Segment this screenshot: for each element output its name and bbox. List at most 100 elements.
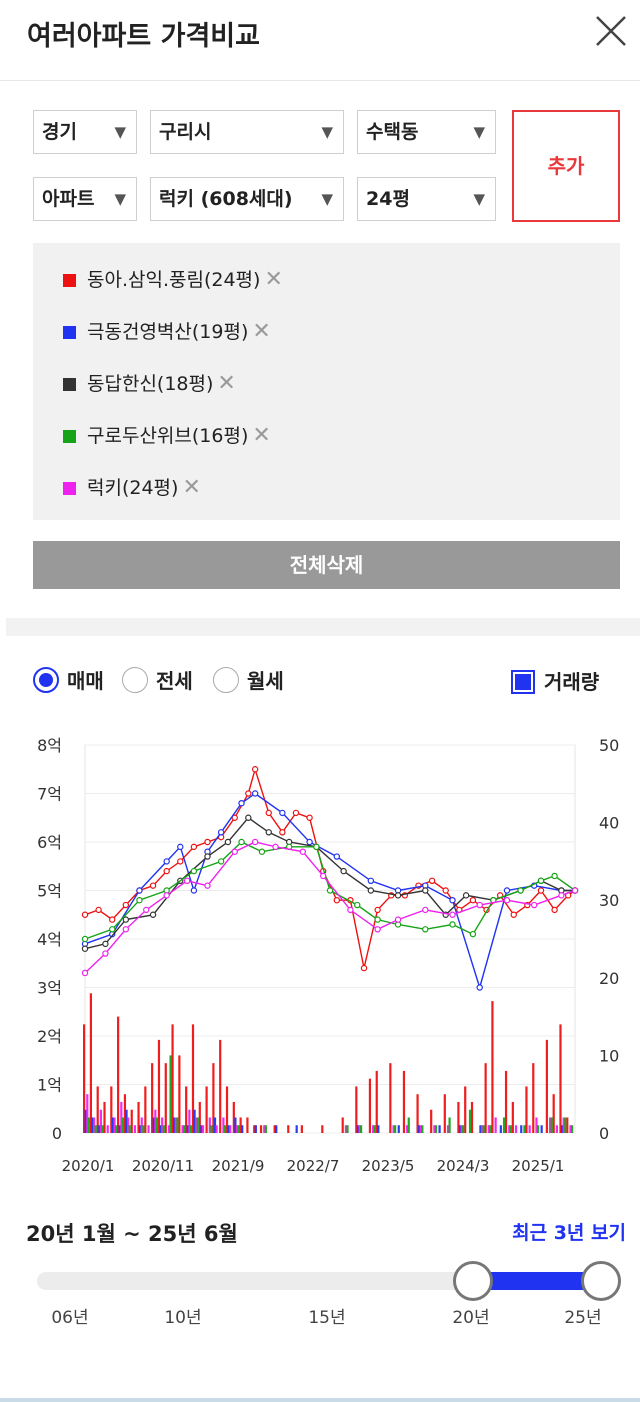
volume-bar [535,1117,538,1133]
volume-bar [341,1117,344,1133]
slider-tick: 10년 [164,1308,202,1328]
volume-bar [433,1125,436,1133]
volume-bar [225,1086,229,1133]
price-point [354,901,361,909]
price-point [238,838,245,846]
remove-icon[interactable]: ✕ [264,267,283,292]
volume-bar [480,1125,484,1133]
x-tick-label: 2021/9 [212,1157,265,1175]
city-select[interactable]: 구리시 ▼ [150,110,344,154]
checkbox-checked-icon [511,670,535,694]
y-right-tick-label: 30 [599,891,619,910]
volume-bar [155,1117,159,1133]
volume-bar [479,1125,482,1133]
volume-bar [93,1117,96,1133]
size-select[interactable]: 24평 ▼ [357,177,496,221]
dong-select[interactable]: 수택동 ▼ [357,110,496,154]
price-point [551,872,558,880]
slider-tick: 20년 [452,1308,490,1328]
volume-bar [159,1125,162,1133]
province-select[interactable]: 경기 ▼ [33,110,137,154]
bottom-border [0,1398,640,1402]
remove-icon[interactable]: ✕ [217,371,236,396]
price-point [469,930,477,938]
price-point [81,969,89,977]
add-button[interactable]: 추가 [512,110,620,222]
volume-bar [344,1125,348,1133]
volume-bar [133,1125,137,1133]
price-point [374,926,381,933]
price-point [422,906,429,914]
price-point [449,911,456,918]
volume-bar [161,1117,164,1133]
year-slider-start-handle[interactable] [453,1261,493,1301]
volume-toggle[interactable]: 거래량 [511,669,611,695]
remove-icon[interactable]: ✕ [252,319,271,344]
y-right-tick-label: 40 [599,814,619,833]
chevron-down-icon: ▼ [114,123,126,141]
price-point [245,790,252,797]
radio-unchecked-icon [122,667,148,693]
y-right-tick-label: 10 [599,1046,619,1065]
volume-bar [540,1125,543,1133]
delete-all-button[interactable]: 전체삭제 [33,541,620,589]
volume-bar [484,1063,487,1133]
volume-bar [560,1125,564,1133]
type-select[interactable]: 아파트 ▼ [33,177,137,221]
price-point [333,853,341,860]
volume-bar [402,1070,406,1133]
year-slider-end-handle[interactable] [581,1261,621,1301]
y-left-tick-label: 4억 [37,930,62,949]
chevron-down-icon: ▼ [114,190,126,208]
volume-bar [120,1101,123,1133]
color-swatch [63,378,76,391]
volume-bar [416,1094,419,1133]
compare-item: 동답한신(18평) ✕ [63,371,236,397]
slider-tick: 15년 [308,1308,346,1328]
volume-bar [443,1094,446,1133]
type-select-value: 아파트 [42,188,95,210]
volume-bar [193,1109,196,1133]
volume-bar [241,1125,244,1133]
volume-bar [487,1125,490,1133]
volume-bar [438,1125,441,1133]
price-point [190,887,198,894]
tab-monthly[interactable]: 월세 [213,666,303,696]
remove-icon[interactable]: ✕ [182,475,201,500]
volume-bar [99,1109,103,1133]
volume-bar [300,1125,303,1133]
complex-select[interactable]: 럭키 (608세대) ▼ [150,177,344,221]
tab-jeonse[interactable]: 전세 [122,666,212,696]
close-icon[interactable] [594,14,628,48]
volume-bar [110,1086,113,1133]
price-point [204,882,211,889]
price-point [122,926,130,933]
slider-tick: 06년 [51,1308,89,1328]
price-point [251,790,259,797]
volume-bar [373,1125,376,1133]
x-tick-label: 2023/5 [362,1157,415,1175]
volume-bar [191,1024,195,1133]
price-line [84,816,575,950]
volume-bar [86,1094,89,1133]
price-point [306,814,313,821]
price-point [109,916,116,923]
price-point [510,911,517,918]
volume-bar [205,1086,208,1133]
y-left-tick-label: 0 [52,1124,62,1143]
year-slider-fill [473,1272,601,1290]
volume-bar [196,1117,199,1133]
price-point [190,843,198,851]
price-point [217,858,225,865]
price-point [394,892,402,899]
recent-3-years-link[interactable]: 최근 3년 보기 [512,1222,626,1244]
price-point [442,887,449,894]
price-line [84,841,576,974]
tab-sale[interactable]: 매매 [33,666,123,696]
volume-bar [164,1063,167,1133]
remove-icon[interactable]: ✕ [252,423,271,448]
volume-bar [491,1001,494,1133]
volume-bar [229,1125,232,1133]
volume-bar [377,1125,380,1133]
